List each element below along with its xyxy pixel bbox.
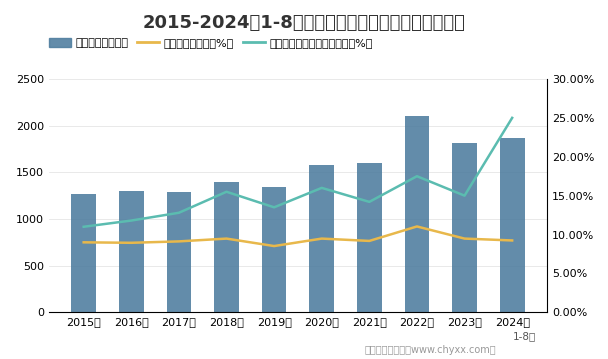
Bar: [71, 194, 96, 312]
Bar: [214, 182, 239, 312]
Text: 2015-2024年1-8月黑龙江省工业企业应收账款统计图: 2015-2024年1-8月黑龙江省工业企业应收账款统计图: [142, 14, 466, 32]
Bar: [119, 191, 143, 312]
Bar: [309, 165, 334, 312]
Bar: [261, 187, 286, 312]
Text: 制图：智研咋询（www.chyxx.com）: 制图：智研咋询（www.chyxx.com）: [365, 345, 496, 355]
Text: 1-8月: 1-8月: [513, 331, 536, 341]
Bar: [167, 192, 192, 312]
Bar: [404, 116, 429, 312]
Legend: 应收账款（亿元）, 应收账款百分比（%）, 应收账款占营业收入的比重（%）: 应收账款（亿元）, 应收账款百分比（%）, 应收账款占营业收入的比重（%）: [44, 33, 378, 52]
Bar: [357, 163, 382, 312]
Bar: [452, 143, 477, 312]
Bar: [500, 138, 525, 312]
